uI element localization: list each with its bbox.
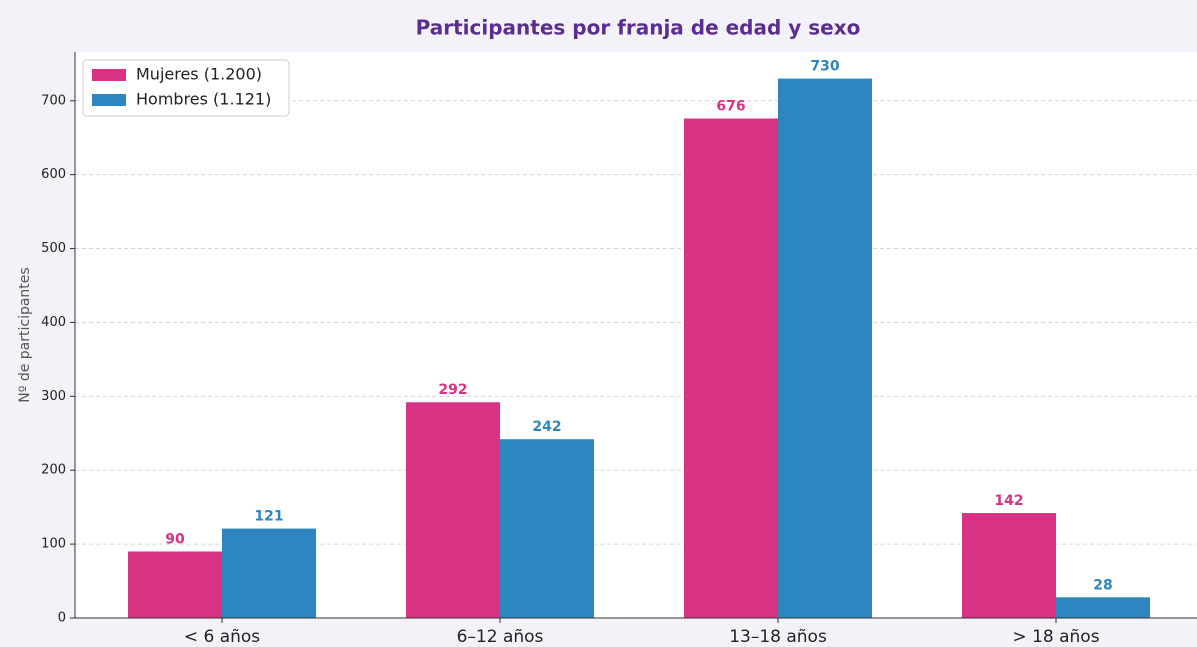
data-label: 292 bbox=[438, 382, 467, 398]
x-tick-label: > 18 años bbox=[1012, 627, 1099, 647]
data-label: 730 bbox=[810, 59, 839, 75]
bar bbox=[222, 528, 316, 618]
legend-label: Mujeres (1.200) bbox=[136, 65, 262, 84]
y-tick-label: 200 bbox=[41, 463, 66, 478]
y-tick-label: 500 bbox=[41, 241, 66, 256]
y-tick-label: 0 bbox=[58, 611, 66, 626]
x-tick-label: 6–12 años bbox=[457, 627, 544, 647]
data-label: 121 bbox=[254, 509, 283, 525]
legend-box bbox=[82, 59, 290, 117]
y-tick-label: 300 bbox=[41, 389, 66, 404]
bar bbox=[684, 118, 778, 618]
bar bbox=[962, 513, 1056, 618]
y-tick-label: 700 bbox=[41, 93, 66, 108]
data-label: 676 bbox=[716, 99, 745, 115]
data-label: 142 bbox=[994, 493, 1023, 509]
data-label: 242 bbox=[532, 419, 561, 435]
bar bbox=[128, 551, 222, 618]
chart-title: Participantes por franja de edad y sexo bbox=[416, 16, 861, 40]
bar bbox=[406, 402, 500, 618]
data-label: 28 bbox=[1093, 577, 1112, 593]
bar bbox=[500, 439, 594, 618]
bar bbox=[778, 78, 872, 618]
y-tick-label: 100 bbox=[41, 537, 66, 552]
y-tick-label: 400 bbox=[41, 315, 66, 330]
y-axis-label: Nº de participantes bbox=[17, 267, 33, 402]
data-label: 90 bbox=[165, 531, 185, 547]
y-tick-label: 600 bbox=[41, 167, 66, 182]
x-tick-label: 13–18 años bbox=[729, 627, 827, 647]
legend-label: Hombres (1.121) bbox=[136, 90, 271, 109]
bar bbox=[1056, 597, 1150, 618]
legend-swatch bbox=[92, 94, 126, 106]
x-tick-label: < 6 años bbox=[184, 627, 260, 647]
legend-swatch bbox=[92, 69, 126, 81]
